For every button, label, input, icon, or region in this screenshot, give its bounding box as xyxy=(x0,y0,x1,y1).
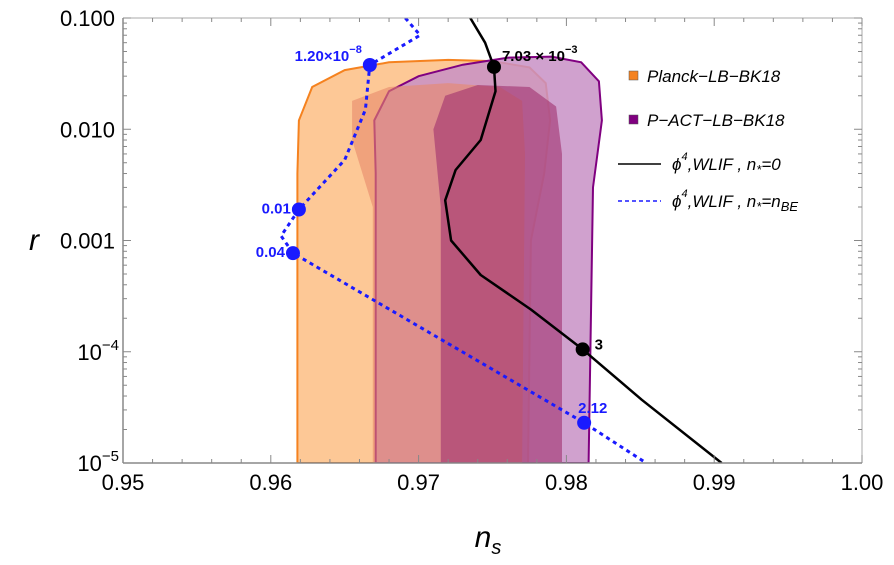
confidence-regions xyxy=(296,55,603,463)
y-tick-label: 10−4 xyxy=(77,337,119,365)
annotation-label: 0.04 xyxy=(256,244,286,261)
x-axis-label: ns xyxy=(475,521,502,559)
annotation-label: 7.03 × 10−3 xyxy=(502,44,578,65)
x-tick-label: 0.99 xyxy=(693,470,736,495)
legend-swatch-planck xyxy=(628,70,639,81)
x-tick-label: 0.95 xyxy=(102,470,145,495)
y-tick-label: 0.010 xyxy=(60,117,115,142)
legend-label-nbe: ϕ4,WLIF , n*=nBE xyxy=(672,188,798,214)
legend-label-pact: P−ACT−LB−BK18 xyxy=(647,111,785,130)
annotation-point xyxy=(285,246,300,261)
x-tick-label: 1.00 xyxy=(841,470,884,495)
y-axis-label: r xyxy=(29,224,40,257)
annotation-point xyxy=(577,415,592,430)
legend-label-planck: Planck−LB−BK18 xyxy=(647,67,781,86)
y-tick-label: 0.001 xyxy=(60,229,115,254)
legend-swatch-pact xyxy=(628,114,639,125)
legend: Planck−LB−BK18 P−ACT−LB−BK18 ϕ4,WLIF , n… xyxy=(618,67,798,214)
annotation-label: 0.01 xyxy=(262,200,291,217)
axis-ticks: 0.95 0.96 0.97 0.98 0.99 1.00 0.100 0.010 0.001 1… xyxy=(60,6,883,495)
annotation-point xyxy=(486,59,501,74)
x-tick-label: 0.97 xyxy=(397,470,440,495)
annotation-label: 3 xyxy=(595,336,603,353)
x-tick-label: 0.96 xyxy=(249,470,292,495)
y-tick-label: 0.100 xyxy=(60,6,115,31)
region-pact-1sigma xyxy=(433,85,562,463)
annotation-point xyxy=(362,58,377,73)
annotation-point xyxy=(291,202,306,217)
x-tick-label: 0.98 xyxy=(545,470,588,495)
annotation-label: 2.12 xyxy=(578,400,607,417)
curve-nbe xyxy=(279,18,648,463)
annotations: 7.03 × 10−3 3 1.20×10−8 0.01 0.04 2.12 xyxy=(256,44,607,430)
annotation-point xyxy=(575,342,590,357)
annotation-label: 1.20×10−8 xyxy=(295,44,362,65)
y-tick-label: 10−5 xyxy=(77,448,119,476)
legend-label-n0: ϕ4,WLIF , n*=0 xyxy=(672,151,781,177)
